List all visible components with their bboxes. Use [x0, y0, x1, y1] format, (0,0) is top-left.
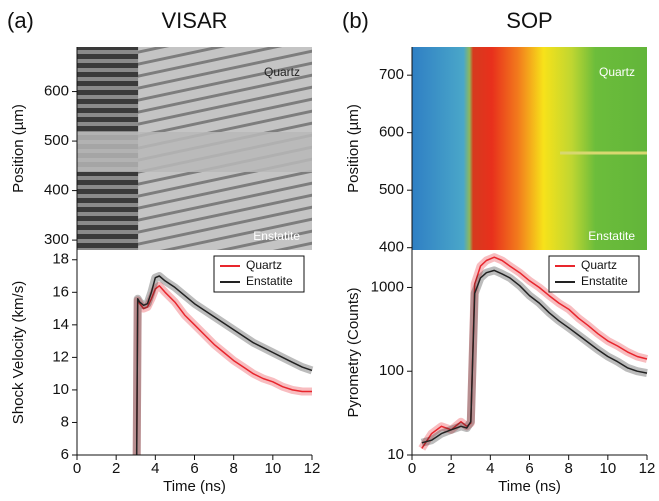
y-tick-label: 400 — [44, 182, 69, 199]
error-band — [420, 266, 648, 447]
y-axis-label: Shock Velocity (km/s) — [10, 281, 27, 424]
y-tick-label: 18 — [52, 251, 69, 268]
y-tick-label: 1000 — [371, 278, 404, 295]
panel-title: SOP — [506, 8, 552, 33]
x-tick-label: 2 — [447, 460, 455, 477]
y-tick-label: 700 — [379, 66, 404, 83]
series-line — [421, 256, 648, 449]
y-tick-label: 8 — [61, 413, 69, 430]
legend-label: Enstatite — [246, 274, 293, 288]
y-tick-label: 10 — [387, 446, 404, 463]
y-tick-label: 10 — [52, 381, 69, 398]
y-axis-label: Position (µm) — [10, 104, 27, 193]
annotation: Enstatite — [588, 229, 635, 243]
y-tick-label: 500 — [44, 132, 69, 149]
y-tick-label: 600 — [379, 124, 404, 141]
x-tick-label: 12 — [639, 460, 656, 477]
x-tick-label: 6 — [525, 460, 533, 477]
legend-label: Quartz — [581, 258, 617, 272]
legend-box — [213, 255, 305, 293]
x-axis-label: Time (ns) — [498, 478, 561, 495]
annotation: Quartz — [264, 65, 300, 79]
y-axis-label: Position (µm) — [345, 104, 362, 193]
y-tick-label: 14 — [52, 316, 69, 333]
x-tick-label: 12 — [304, 460, 321, 477]
error-band — [132, 272, 314, 456]
streak-image — [412, 47, 647, 250]
y-axis-label: Pyrometry (Counts) — [345, 287, 362, 417]
y-tick-label: 12 — [52, 348, 69, 365]
x-tick-label: 6 — [190, 460, 198, 477]
legend-label: Quartz — [246, 258, 282, 272]
annotation: Quartz — [599, 65, 635, 79]
image-band — [77, 132, 312, 172]
x-tick-label: 4 — [486, 460, 494, 477]
x-axis-label: Time (ns) — [163, 478, 226, 495]
y-tick-label: 400 — [379, 239, 404, 256]
x-tick-label: 0 — [408, 460, 416, 477]
x-tick-label: 8 — [564, 460, 572, 477]
legend-label: Enstatite — [581, 274, 628, 288]
series-line — [135, 275, 313, 456]
panel-title: VISAR — [161, 8, 227, 33]
x-tick-label: 2 — [112, 460, 120, 477]
panel-label: (b) — [342, 8, 369, 33]
x-tick-label: 8 — [229, 460, 237, 477]
error-band — [132, 281, 312, 456]
x-tick-label: 10 — [599, 460, 616, 477]
x-tick-label: 0 — [73, 460, 81, 477]
streak-image — [77, 47, 312, 250]
annotation: Enstatite — [253, 229, 300, 243]
y-tick-label: 300 — [44, 231, 69, 248]
x-tick-label: 10 — [264, 460, 281, 477]
y-tick-label: 6 — [61, 446, 69, 463]
y-tick-label: 16 — [52, 283, 69, 300]
y-tick-label: 500 — [379, 181, 404, 198]
y-tick-label: 600 — [44, 83, 69, 100]
x-tick-label: 4 — [151, 460, 159, 477]
y-tick-label: 100 — [379, 362, 404, 379]
series-line — [421, 269, 648, 444]
image-background — [412, 47, 647, 250]
panel-label: (a) — [7, 8, 34, 33]
series-line — [135, 285, 312, 456]
legend-box — [548, 255, 640, 293]
